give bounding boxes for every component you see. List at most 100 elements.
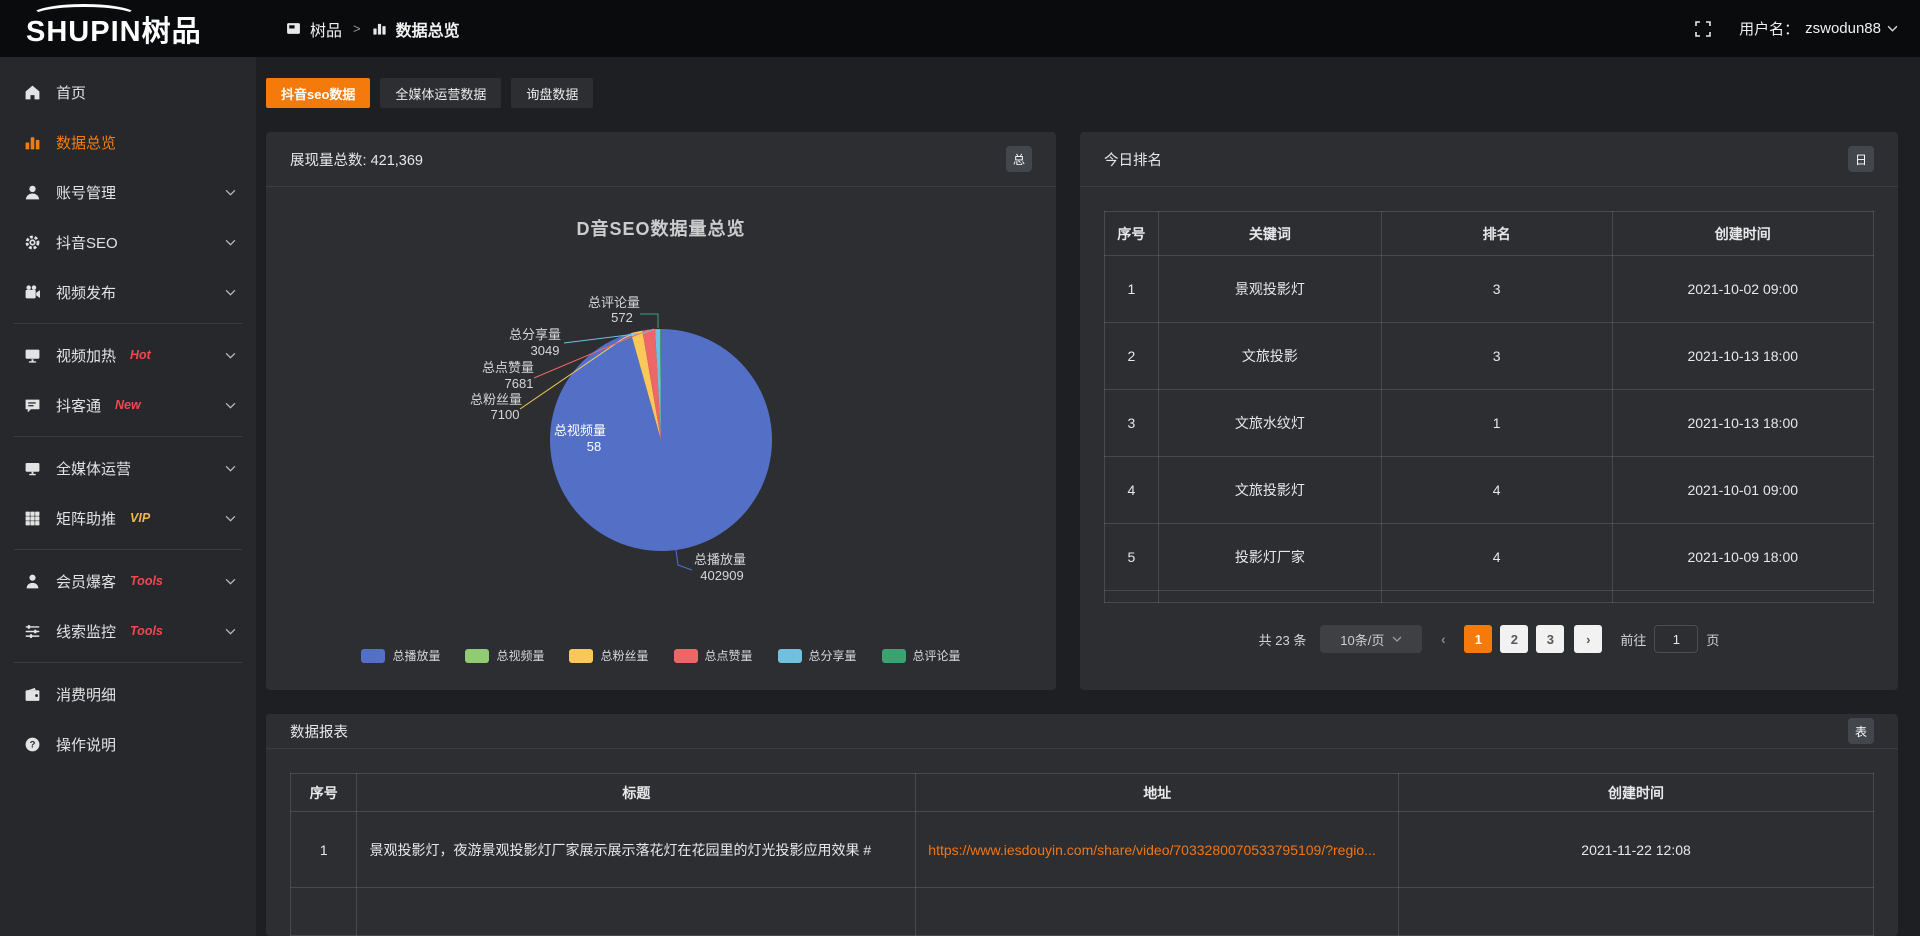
table-row: 1 景观投影灯，夜游景观投影灯厂家展示展示落花灯在花园里的灯光投影应用效果 # ht… [289, 811, 1874, 888]
sidebar-item-home[interactable]: 首页 [0, 67, 256, 117]
username-label: 用户名： [1739, 21, 1800, 38]
legend-swatch [361, 648, 386, 663]
sidebar-item-monitor[interactable]: 全媒体运营 [0, 443, 256, 493]
legend-label: 总点赞量 [704, 649, 753, 663]
chevron-down-icon [225, 628, 236, 635]
sidebar-item-grid[interactable]: 矩阵助推 VIP [0, 493, 256, 543]
sidebar-item-screen[interactable]: 视频加热 Hot [0, 330, 256, 380]
chevron-down-icon [225, 239, 236, 246]
sidebar-item-user[interactable]: 账号管理 [0, 167, 256, 217]
tab-1[interactable]: 全媒体运营数据 [380, 78, 502, 108]
pie-label: 总点赞量 [482, 360, 534, 375]
sidebar-item-tag: Tools [130, 624, 163, 638]
chevron-down-icon [225, 189, 236, 196]
sidebar-divider [14, 662, 242, 663]
bar-chart-icon [24, 134, 42, 151]
page-size-select[interactable]: 10条/页 [1320, 625, 1423, 653]
legend-swatch [673, 648, 698, 663]
summary-value: 421,369 [370, 152, 423, 169]
pie-slice[interactable] [550, 329, 773, 551]
table-cell: 2 [1104, 322, 1159, 390]
tab-2[interactable]: 询盘数据 [511, 78, 594, 108]
table-cell: 4 [1380, 523, 1613, 591]
sidebar-item-label: 会员爆客 [56, 573, 117, 591]
next-page-button[interactable]: › [1574, 625, 1603, 653]
pie-label: 总评论量 [588, 295, 640, 310]
legend-label: 总粉丝量 [600, 649, 649, 663]
page-button-3[interactable]: 3 [1536, 625, 1565, 653]
summary-total: 展现量总数: 421,369 [290, 149, 423, 170]
breadcrumb-root[interactable]: 树品 [310, 22, 343, 40]
pie-label: 总播放量 [694, 552, 746, 567]
table-cell: 2021-10-13 18:00 [1611, 322, 1875, 390]
pie-slice[interactable] [630, 330, 661, 440]
table-header-cell: 序号 [289, 773, 358, 812]
pie-slice[interactable] [655, 329, 661, 440]
legend-item[interactable]: 总评论量 [881, 647, 961, 664]
pie-label-leader [675, 549, 693, 571]
sidebar-item-video-camera[interactable]: 视频发布 [0, 267, 256, 317]
sidebar-item-label: 操作说明 [56, 736, 117, 754]
day-badge-button[interactable]: 日 [1848, 146, 1874, 172]
legend-item[interactable]: 总分享量 [777, 647, 857, 664]
table-cell: 2021-10-01 09:00 [1611, 456, 1875, 524]
chevron-down-icon [1392, 636, 1402, 642]
sidebar-item-label: 矩阵助推 [56, 510, 117, 528]
screen-icon [24, 347, 42, 364]
breadcrumb-separator: > [353, 21, 361, 36]
chart-legend: 总播放量 总视频量 总粉丝量 总点赞量 总分享量 总评论量 [266, 647, 1056, 664]
app-square-icon [286, 21, 301, 36]
fullscreen-icon[interactable] [1695, 20, 1711, 37]
total-badge-button[interactable]: 总 [1006, 146, 1032, 172]
pie-slice[interactable] [630, 333, 661, 440]
prev-page-button[interactable]: ‹ [1440, 631, 1446, 647]
page-button-1[interactable]: 1 [1464, 625, 1493, 653]
chevron-down-icon [1887, 25, 1898, 32]
legend-item[interactable]: 总视频量 [465, 647, 544, 664]
chevron-down-icon [225, 352, 236, 359]
main-content: 抖音seo数据 全媒体运营数据 询盘数据 展现量总数: 421,369 总 D音SE… [256, 57, 1920, 936]
report-title: 数据报表 [290, 724, 348, 741]
grid-icon [24, 510, 42, 527]
chart-title: D音SEO数据量总览 [576, 219, 746, 239]
page-button-2[interactable]: 2 [1500, 625, 1529, 653]
goto-label: 前往 [1620, 632, 1647, 648]
sidebar-divider [14, 549, 242, 550]
sidebar-item-sliders[interactable]: 线索监控 Tools [0, 606, 256, 656]
sidebar-item-bar-chart[interactable]: 数据总览 [0, 117, 256, 167]
video-camera-icon [24, 284, 42, 301]
sidebar-item-gear[interactable]: 抖音SEO [0, 217, 256, 267]
pie-slice[interactable] [660, 328, 661, 440]
report-link[interactable]: https://www.iesdouyin.com/share/video/70… [915, 811, 1400, 888]
summary-label: 展现量总数: [290, 152, 367, 169]
sidebar-item-question[interactable]: ? 操作说明 [0, 719, 256, 769]
goto-page-input[interactable] [1654, 625, 1699, 653]
sidebar-item-tag: Hot [130, 348, 151, 362]
table-row: 2 文旅投影 3 2021-10-13 18:00 [1104, 322, 1875, 390]
page-size-value: 10条/页 [1340, 632, 1385, 648]
pie-label: 3049 [531, 343, 560, 358]
table-header-cell: 地址 [915, 773, 1400, 812]
bar-chart-icon [372, 21, 387, 36]
sidebar-item-person[interactable]: 会员爆客 Tools [0, 556, 256, 606]
sidebar-item-label: 抖客通 [56, 397, 102, 415]
sidebar-item-tag: New [115, 398, 141, 412]
sidebar-item-label: 账号管理 [56, 184, 117, 202]
gear-icon [24, 234, 42, 251]
legend-swatch [881, 648, 906, 663]
legend-item[interactable]: 总点赞量 [673, 647, 753, 664]
sidebar-item-label: 全媒体运营 [56, 460, 132, 478]
legend-label: 总视频量 [496, 649, 545, 663]
legend-item[interactable]: 总粉丝量 [569, 647, 649, 664]
table-cell: 2021-10-09 18:00 [1611, 523, 1875, 591]
sidebar-item-wallet[interactable]: 消费明细 [0, 669, 256, 719]
table-badge-button[interactable]: 表 [1848, 718, 1874, 744]
tab-0[interactable]: 抖音seo数据 [266, 78, 371, 108]
user-menu[interactable]: 用户名： zswodun88 [1739, 18, 1898, 39]
sidebar-item-chat[interactable]: 抖客通 New [0, 380, 256, 430]
table-cell: 1 [1380, 389, 1613, 457]
pie-label: 572 [611, 310, 633, 325]
legend-item[interactable]: 总播放量 [361, 647, 440, 664]
pie-slice[interactable] [642, 329, 661, 440]
